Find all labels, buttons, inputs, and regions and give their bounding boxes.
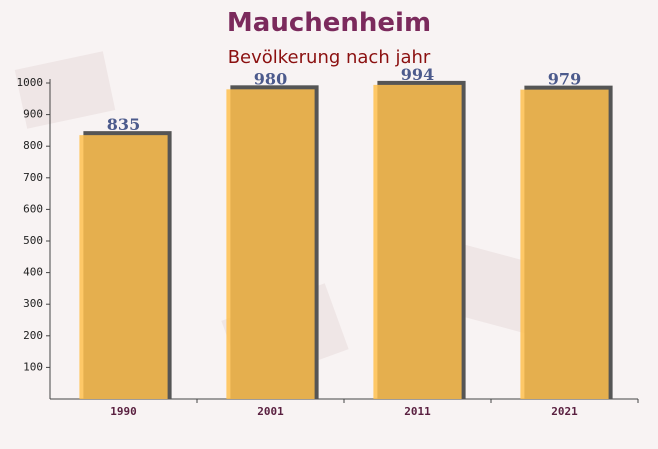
- bar: [79, 135, 168, 399]
- x-tick-label: 2001: [257, 405, 284, 418]
- y-tick-label: 500: [23, 234, 43, 247]
- bar: [520, 89, 609, 400]
- bar: [226, 89, 315, 399]
- value-label: 979: [548, 70, 581, 89]
- y-tick-label: 600: [23, 202, 43, 215]
- y-tick-label: 900: [23, 108, 43, 121]
- y-tick-label: 200: [23, 329, 43, 342]
- value-label: 994: [401, 65, 434, 84]
- x-tick-label: 2011: [404, 405, 431, 418]
- value-label: 980: [254, 69, 287, 88]
- bar: [373, 84, 462, 400]
- y-tick-label: 700: [23, 171, 43, 184]
- chart-subtitle: Bevölkerung nach jahr: [228, 47, 431, 68]
- y-tick-label: 300: [23, 297, 43, 310]
- x-tick-label: 1990: [110, 405, 137, 418]
- chart-title: Mauchenheim: [227, 8, 431, 38]
- y-tick-label: 100: [23, 360, 43, 373]
- value-label: 835: [107, 115, 140, 134]
- x-tick-label: 2021: [551, 405, 578, 418]
- y-tick-label: 1000: [17, 76, 44, 89]
- background-shape: [14, 51, 116, 129]
- y-tick-label: 400: [23, 266, 43, 279]
- y-tick-label: 800: [23, 139, 43, 152]
